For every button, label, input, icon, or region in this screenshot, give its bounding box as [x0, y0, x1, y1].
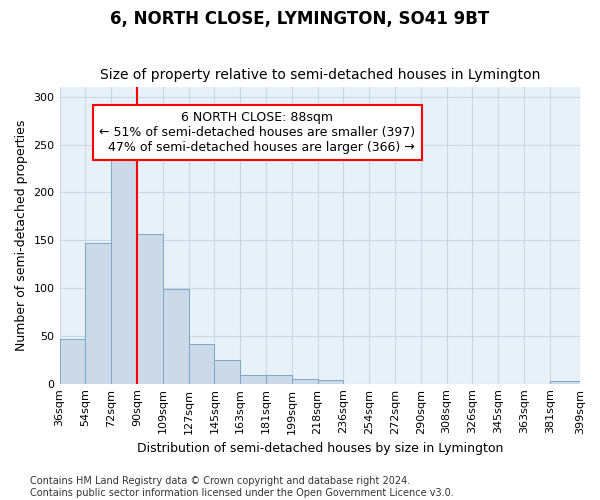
- Bar: [111, 150, 137, 384]
- Text: 6, NORTH CLOSE, LYMINGTON, SO41 9BT: 6, NORTH CLOSE, LYMINGTON, SO41 9BT: [110, 10, 490, 28]
- Text: 6 NORTH CLOSE: 88sqm
← 51% of semi-detached houses are smaller (397)
  47% of se: 6 NORTH CLOSE: 88sqm ← 51% of semi-detac…: [99, 111, 415, 154]
- Title: Size of property relative to semi-detached houses in Lymington: Size of property relative to semi-detach…: [100, 68, 540, 82]
- Bar: [59, 339, 85, 384]
- Bar: [188, 344, 214, 384]
- Bar: [317, 380, 343, 384]
- X-axis label: Distribution of semi-detached houses by size in Lymington: Distribution of semi-detached houses by …: [137, 442, 503, 455]
- Bar: [292, 379, 317, 384]
- Text: Contains HM Land Registry data © Crown copyright and database right 2024.
Contai: Contains HM Land Registry data © Crown c…: [30, 476, 454, 498]
- Bar: [137, 234, 163, 384]
- Bar: [163, 289, 188, 384]
- Bar: [240, 375, 266, 384]
- Bar: [214, 360, 240, 384]
- Bar: [85, 243, 111, 384]
- Y-axis label: Number of semi-detached properties: Number of semi-detached properties: [15, 120, 28, 351]
- Bar: [266, 375, 292, 384]
- Bar: [550, 381, 580, 384]
